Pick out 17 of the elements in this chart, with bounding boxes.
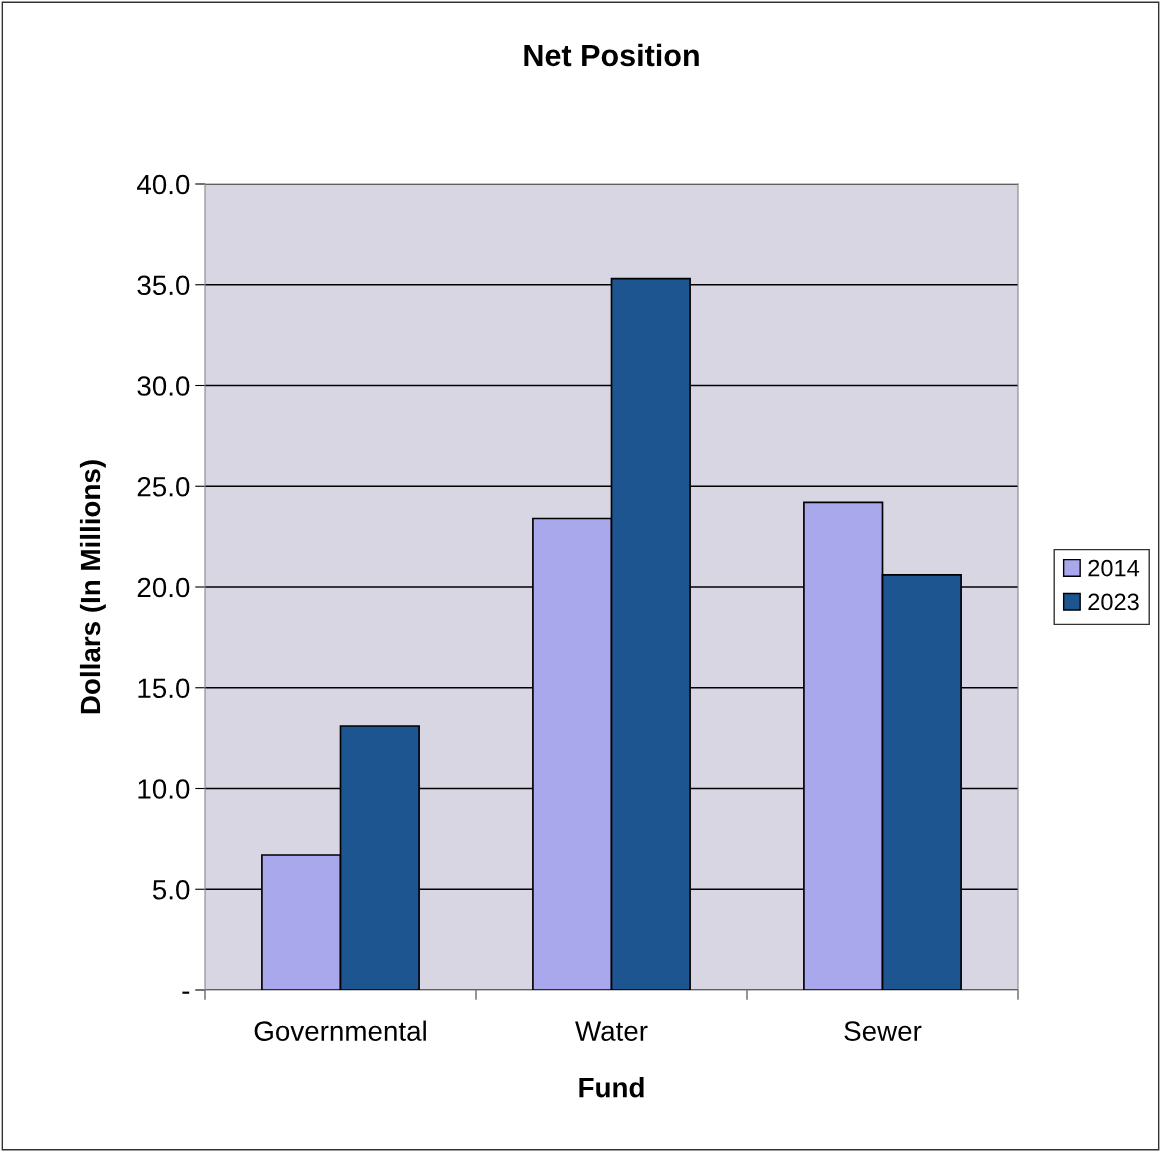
- y-tick-label: -: [182, 991, 190, 994]
- y-tick-label: 15.0: [138, 678, 190, 699]
- y-tick-label: 5.0: [152, 879, 190, 900]
- y-tick-label: 10.0: [138, 779, 190, 799]
- y-tick-label: 35.0: [137, 275, 190, 296]
- y-axis-title: Dollars (In Millions): [79, 460, 106, 714]
- x-axis-title: Fund: [579, 1077, 644, 1098]
- legend-label: 2023: [1088, 593, 1139, 611]
- x-tick-label: Governmental: [254, 1020, 426, 1041]
- y-tick-label: 25.0: [137, 476, 190, 497]
- chart-title: Net Position: [524, 43, 699, 67]
- y-tick-label: 20.0: [137, 577, 190, 598]
- y-tick-label: 30.0: [137, 376, 190, 396]
- x-tick-label: Water: [575, 1021, 648, 1041]
- y-tick-label: 40.0: [137, 174, 190, 195]
- x-tick-label: Sewer: [844, 1021, 922, 1041]
- legend-label: 2014: [1088, 559, 1140, 577]
